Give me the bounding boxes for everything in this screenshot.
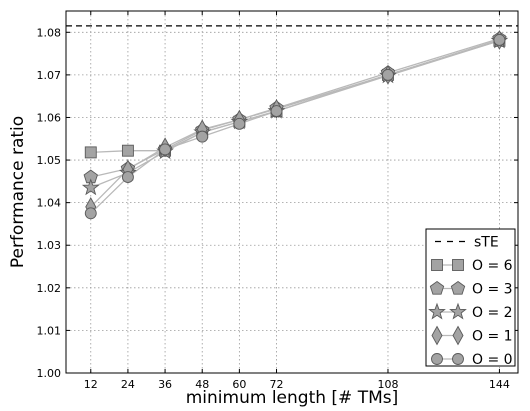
y-tick-label: 1.04	[37, 197, 62, 210]
series-line-2	[90, 40, 500, 189]
legend-marker-star	[449, 302, 467, 320]
ticks: 12 24 36 48 60 72 108 144 1.00 1.01 1.02 1.03 1.04 1.…	[37, 11, 518, 391]
data-point-circle	[382, 68, 394, 81]
data-point-circle	[270, 105, 283, 118]
y-tick-label: 1.06	[37, 111, 62, 124]
x-tick-label: 144	[489, 378, 510, 391]
y-tick-label: 1.05	[37, 154, 62, 167]
y-tick-label: 1.02	[37, 282, 62, 295]
data-point-circle	[493, 34, 506, 46]
y-tick-label: 1.03	[37, 239, 62, 252]
legend-marker-pentagon	[429, 280, 445, 295]
data-point-circle	[233, 117, 246, 130]
series-markers	[81, 30, 509, 220]
legend-marker-diamond	[452, 325, 464, 346]
legend-marker-star	[428, 302, 446, 320]
legend-label: O = 0	[472, 352, 513, 368]
data-point-circle	[84, 207, 97, 220]
legend-label: O = 1	[472, 329, 513, 345]
legend: sTE O = 6 O = 3 O = 2 O = 1 O = 0	[425, 228, 516, 368]
data-point-circle	[196, 130, 209, 143]
y-tick-label: 1.08	[37, 26, 62, 39]
x-tick-label: 72	[270, 378, 284, 391]
x-tick-label: 48	[195, 378, 209, 391]
data-point-star	[81, 178, 100, 196]
legend-marker-circle	[452, 353, 464, 365]
y-tick-label: 1.00	[37, 367, 62, 380]
data-point-circle	[121, 171, 134, 184]
legend-label: O = 2	[472, 305, 513, 321]
x-axis-label: minimum length [# TMs]	[186, 388, 399, 408]
data-point-square	[121, 144, 134, 157]
legend-box	[425, 228, 516, 367]
x-tick-label: 108	[377, 378, 398, 391]
legend-marker-diamond	[431, 325, 443, 346]
series-lines	[90, 38, 500, 214]
legend-marker-circle	[431, 353, 443, 365]
x-tick-label: 60	[232, 378, 246, 391]
data-point-circle	[159, 143, 172, 156]
x-tick-label: 36	[158, 378, 172, 391]
legend-marker-pentagon	[450, 280, 466, 295]
legend-label: O = 3	[472, 282, 513, 298]
plot-frame	[65, 10, 519, 374]
series-line-4	[90, 39, 500, 214]
legend-label: O = 6	[472, 258, 513, 274]
legend-label: sTE	[474, 235, 499, 251]
series-line-3	[90, 39, 500, 208]
legend-marker-square	[431, 259, 443, 271]
data-point-square	[84, 146, 97, 159]
x-tick-label: 24	[121, 378, 135, 391]
legend-marker-square	[452, 259, 464, 271]
x-tick-label: 12	[84, 378, 98, 391]
y-axis-label: Performance ratio	[8, 116, 28, 268]
y-tick-label: 1.07	[37, 69, 62, 82]
y-tick-label: 1.01	[37, 324, 62, 337]
